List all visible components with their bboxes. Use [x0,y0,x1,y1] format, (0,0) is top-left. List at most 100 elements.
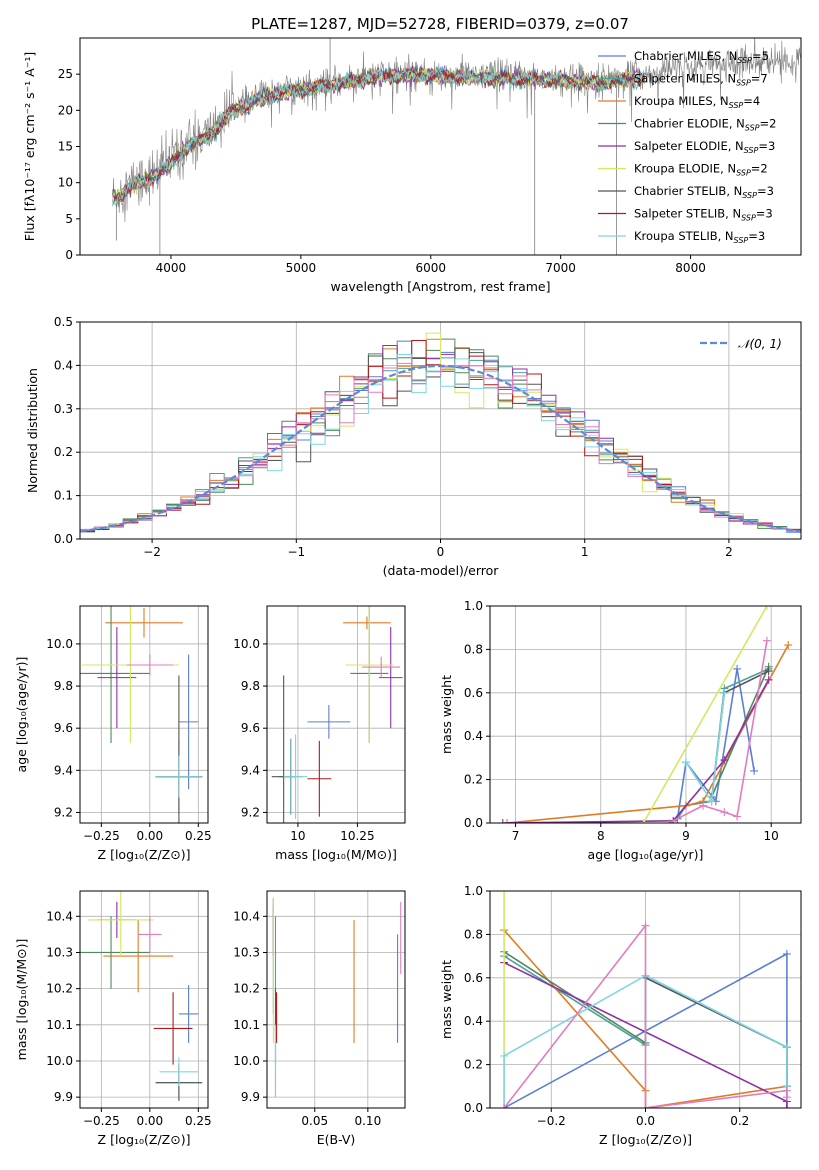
legend-label: Kroupa ELODIE, NSSP=2 [634,162,768,178]
y-tick-label: 0.6 [464,971,483,985]
model-line-kroupa_stelib [112,68,646,206]
legend-label-main: Salpeter STELIB, N [634,207,741,221]
legend-label-main: Chabrier ELODIE, N [634,117,745,131]
series-marker [784,641,793,650]
model-line-chabrier_stelib [112,66,646,201]
series-marker [699,801,708,810]
x-tick-label: 0.10 [354,1114,381,1128]
legend-label-tail: =3 [757,184,774,198]
x-tick-label: −1 [287,545,305,559]
legend-label-tail: =7 [751,72,768,86]
y-tick-label: 1.0 [464,599,483,613]
axes-frame [266,605,406,824]
series-marker [720,688,729,697]
legend-label-tail: =2 [760,117,777,131]
x-tick-label: 5000 [286,261,317,275]
x-axis-label: Z [log₁₀(Z/Z⊙)] [599,1132,692,1147]
legend-label-tail: =4 [743,94,760,108]
legend-label-main: Chabrier MILES, N [634,49,737,63]
series-marker [641,921,650,930]
x-axis-label: E(B-V) [317,1132,356,1147]
y-tick-label: 25 [58,67,73,81]
y-tick-label: 9.8 [241,679,260,693]
x-axis-label: wavelength [Angstrom, rest frame] [330,279,550,294]
series-marker [733,664,742,673]
x-tick-label: −2 [143,545,161,559]
legend-label-sub: SSP [745,124,760,133]
y-tick-label: 0.5 [54,315,73,329]
legend-label-tail: =3 [758,139,775,153]
panel-mass_weight_vs_Z: −0.2 0.0 0.2 0.0 0.2 0.4 0.6 0.8 1.0 Z [log₁₀(Z/Z… [439,884,802,1147]
y-tick-label: 0.4 [464,729,483,743]
y-tick-label: 9.2 [241,805,260,819]
x-tick-label: 10 [764,829,779,843]
series-marker [764,667,773,676]
series-marker [707,797,716,806]
y-tick-label: 10.1 [46,1018,73,1032]
axes-frame [489,605,802,824]
x-tick-label: 4000 [156,261,187,275]
legend-label: Salpeter MILES, NSSP=7 [634,72,768,88]
series-marker [720,808,729,817]
series-marker [503,819,512,823]
series-line-pink [668,640,768,823]
y-tick-label: 10.0 [46,1054,73,1068]
legend-label: Kroupa STELIB, NSSP=3 [634,229,765,245]
y-tick-label: 9.6 [241,721,260,735]
panel-age_vs_Z: −0.25 0.00 0.25 9.2 9.4 9.6 9.8 10.0 Z [log₁₀(Z/… [14,605,212,862]
y-tick-label: 10.0 [233,637,260,651]
x-tick-label: 1 [581,545,589,559]
legend-label-main: Chabrier STELIB, N [634,184,742,198]
y-tick-label: 9.6 [54,721,73,735]
series-marker [750,766,759,775]
y-tick-label: 0.2 [464,773,483,787]
plot-area [80,891,203,1101]
y-tick-label: 0.0 [54,532,73,546]
y-axis-label: Flux [fλ10⁻¹⁷ erg cm⁻² s⁻¹ A⁻¹] [22,52,37,241]
x-tick-label: 8 [597,829,605,843]
x-tick-label: 0.00 [136,829,163,843]
legend-label-sub: SSP [729,101,744,110]
y-tick-label: 0 [65,248,73,262]
legend-label: Chabrier STELIB, NSSP=3 [634,184,774,200]
y-tick-label: 0.8 [464,642,483,656]
y-tick-label: 0.8 [464,927,483,941]
y-tick-label: 9.9 [241,1090,260,1104]
y-tick-label: 0.2 [54,445,73,459]
series-line-salpeter_elodie [502,679,770,823]
series-marker [764,675,773,684]
y-tick-label: 1.0 [464,884,483,898]
x-axis-label: mass [log₁₀(M/M⊙)] [275,847,397,862]
series-marker [500,1051,509,1060]
legend-label-main: Salpeter MILES, N [634,72,736,86]
series-line-kroupa_miles [506,644,789,823]
x-tick-label: 0.2 [730,1114,749,1128]
y-tick-label: 9.4 [241,763,260,777]
plot-area [80,606,203,823]
panel-age_vs_mass: 10 10.25 9.2 9.4 9.6 9.8 10.0 mass [log₁₀(M/M⊙)… [233,605,406,862]
legend-label-sub: SSP [737,56,752,65]
legend-label-main: Kroupa ELODIE, N [634,162,736,176]
x-tick-label: 0.0 [636,1114,655,1128]
model-line-kroupa_miles [112,67,646,205]
series-line-salpeter_miles [676,668,769,820]
x-tick-label: 9 [682,829,690,843]
y-tick-label: 0.2 [464,1058,483,1072]
legend-label-sub: SSP [744,146,759,155]
y-tick-label: 10.0 [46,637,73,651]
x-axis-label: age [log₁₀(age/yr)] [588,847,704,862]
y-axis-label: age [log₁₀(age/yr)] [14,657,29,773]
y-tick-label: 15 [58,140,73,154]
legend-label: Kroupa MILES, NSSP=4 [634,94,760,110]
plot-area [112,38,801,255]
series-marker [762,636,771,645]
y-axis-label: mass weight [439,960,454,1039]
x-axis-label: Z [log₁₀(Z/Z⊙)] [98,847,191,862]
series-marker [720,756,729,765]
y-tick-label: 9.4 [54,763,73,777]
x-tick-label: 0.00 [136,1114,163,1128]
x-axis-label: Z [log₁₀(Z/Z⊙)] [98,1132,191,1147]
x-tick-label: 10.25 [340,829,374,843]
x-axis-label: (data-model)/error [383,563,500,578]
legend-label-sub: SSP [736,169,751,178]
